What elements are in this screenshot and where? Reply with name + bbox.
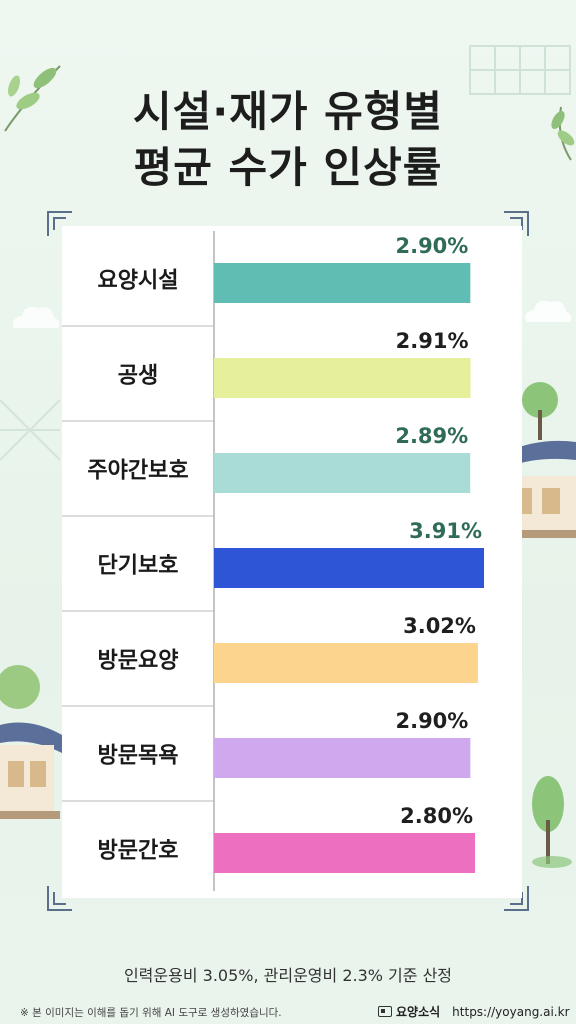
cloud-icon-right [525, 301, 572, 322]
leaf-sprig-icon [551, 106, 575, 161]
value-label: 3.02% [403, 614, 476, 638]
category-label: 방문목욕 [98, 744, 179, 769]
bar [214, 358, 471, 398]
cloud-icon [13, 307, 60, 328]
lattice-pattern-icon [469, 45, 571, 95]
corner-ornament-bottom-right [504, 886, 529, 911]
category-label: 공생 [118, 364, 158, 389]
bar [214, 263, 471, 303]
page-title-line1: 시설·재가 유형별 [132, 87, 444, 136]
brand-info: 요양소식 https://yoyang.ai.kr [378, 1003, 570, 1020]
category-label: 단기보호 [98, 554, 179, 579]
corner-ornament-top-left [47, 211, 72, 236]
page-title-line2: 평균 수가 인상률 [133, 143, 443, 192]
value-label: 2.89% [395, 424, 468, 448]
brand-url[interactable]: https://yoyang.ai.kr [452, 1004, 570, 1019]
chart-card: 요양시설 2.90% 공생 2.91% 주야간보호 2.89% 단기보호 3.91% 방문요양 3… [62, 226, 522, 898]
category-label: 주야간보호 [87, 459, 188, 484]
calculation-note: 인력운용비 3.05%, 관리운영비 2.3% 기준 산정 [123, 966, 453, 985]
ai-disclaimer: ※ 본 이미지는 이해를 돕기 위해 AI 도구로 생성하였습니다. [20, 1007, 282, 1019]
value-label: 3.91% [409, 519, 482, 543]
hanok-house-left-icon [0, 665, 62, 819]
corner-ornament-top-right [504, 211, 529, 236]
news-icon [378, 1006, 392, 1017]
bar [214, 738, 471, 778]
category-label: 방문요양 [98, 649, 179, 674]
bar [214, 453, 471, 493]
tree-icon [532, 776, 572, 868]
bar [214, 548, 484, 588]
category-label: 요양시설 [98, 269, 179, 294]
value-label: 2.90% [395, 234, 468, 258]
bar-chart: 요양시설 2.90% 공생 2.91% 주야간보호 2.89% 단기보호 3.91% 방문요양 3… [62, 231, 484, 891]
lattice-pattern-left-icon [0, 399, 60, 461]
value-label: 2.90% [395, 709, 468, 733]
value-label: 2.80% [400, 804, 473, 828]
leaf-branch-icon [4, 65, 61, 132]
corner-ornament-bottom-left [47, 886, 72, 911]
bar [214, 643, 478, 683]
value-label: 2.91% [396, 329, 469, 353]
brand-name: 요양소식 [396, 1005, 441, 1019]
category-label: 방문간호 [98, 839, 179, 864]
bar [214, 833, 475, 873]
